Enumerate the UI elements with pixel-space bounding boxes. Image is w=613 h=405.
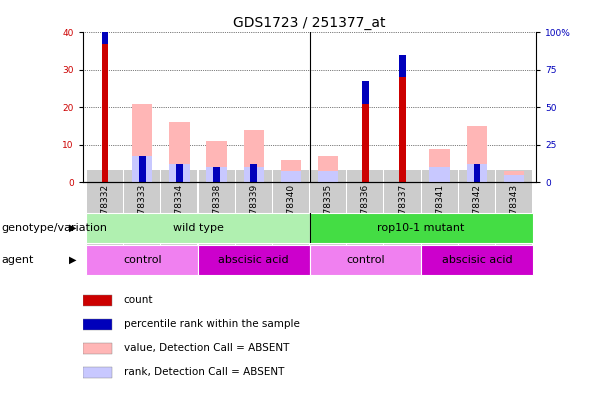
Bar [132,104,153,182]
Text: percentile rank within the sample: percentile rank within the sample [124,319,300,329]
Bar [318,171,338,182]
Bar [132,156,153,182]
Bar [310,245,421,275]
Bar [473,164,480,182]
Bar [504,171,524,182]
Bar [139,156,146,182]
Bar [86,213,310,243]
Bar [421,245,533,275]
Bar [83,319,112,330]
Bar [207,141,227,182]
Bar [362,81,368,104]
Bar [504,175,524,182]
Bar [362,104,368,182]
Text: control: control [346,255,384,265]
Text: agent: agent [1,255,34,265]
Text: rop10-1 mutant: rop10-1 mutant [378,223,465,233]
Text: wild type: wild type [173,223,224,233]
Bar [466,126,487,182]
Text: ▶: ▶ [69,255,77,265]
Text: rank, Detection Call = ABSENT: rank, Detection Call = ABSENT [124,367,284,377]
Bar [83,367,112,378]
Bar [399,55,406,77]
Bar [243,130,264,182]
Bar [213,167,220,182]
Bar [318,156,338,182]
Bar [86,245,198,275]
Text: value, Detection Call = ABSENT: value, Detection Call = ABSENT [124,343,289,354]
Text: ▶: ▶ [69,223,77,233]
Bar [243,167,264,182]
Bar [102,44,109,182]
Bar [198,245,310,275]
Text: abscisic acid: abscisic acid [218,255,289,265]
Bar [466,164,487,182]
Bar [102,14,109,44]
Text: control: control [123,255,162,265]
Bar [169,122,189,182]
Bar [207,167,227,182]
Bar [430,167,450,182]
Bar [83,295,112,306]
Text: count: count [124,295,153,305]
Bar [281,160,301,182]
Bar [83,343,112,354]
Bar [176,164,183,182]
Bar [281,171,301,182]
Bar [251,164,257,182]
Text: genotype/variation: genotype/variation [1,223,107,233]
Bar [310,213,533,243]
Bar [399,77,406,182]
Title: GDS1723 / 251377_at: GDS1723 / 251377_at [234,16,386,30]
Text: abscisic acid: abscisic acid [441,255,512,265]
Bar [430,149,450,182]
Bar [169,164,189,182]
